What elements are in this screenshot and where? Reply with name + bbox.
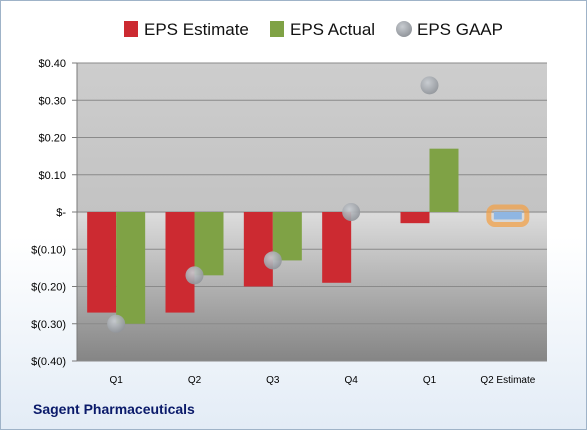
y-tick-label: $(0.30) <box>31 319 66 331</box>
y-tick-label: $0.10 <box>38 170 66 182</box>
estimate-bar <box>322 212 352 283</box>
x-axis: Q1 Q2 Q3 Q4 Q1 Q2 Estimate <box>109 375 535 386</box>
x-tick-label: Q1 <box>423 375 437 386</box>
y-tick-label: $0.20 <box>38 133 66 145</box>
x-tick-label: Q4 <box>344 375 358 386</box>
y-tick-label: $(0.10) <box>31 244 66 256</box>
y-tick-label: $(0.40) <box>31 356 66 368</box>
x-tick-label: Q3 <box>266 375 280 386</box>
legend-swatch <box>270 21 284 37</box>
estimate-bar <box>165 212 195 313</box>
y-tick-label: $0.40 <box>38 58 66 70</box>
x-tick-label: Q2 Estimate <box>480 375 535 386</box>
actual-bar <box>272 212 302 261</box>
gridlines <box>77 62 547 362</box>
y-tick-label: $(0.20) <box>31 282 66 294</box>
legend-item: EPS Estimate <box>124 20 249 39</box>
forecast-bar <box>493 212 522 220</box>
y-tick-label: $0.30 <box>38 95 66 107</box>
legend-item: EPS GAAP <box>396 20 503 39</box>
legend-item: EPS Actual <box>270 20 375 39</box>
actual-bar <box>194 212 224 276</box>
legend-label: EPS GAAP <box>417 20 503 39</box>
gaap-point <box>342 203 361 221</box>
legend-swatch <box>124 21 138 37</box>
legend: EPS Estimate EPS Actual EPS GAAP <box>124 20 503 39</box>
y-tick-label: $- <box>56 207 66 219</box>
x-tick-label: Q2 <box>188 375 202 386</box>
gaap-marks <box>107 76 439 333</box>
actual-bar <box>116 212 146 324</box>
actual-bar <box>429 148 459 212</box>
estimate-bar <box>243 212 273 287</box>
gaap-point <box>107 314 126 333</box>
legend-label: EPS Actual <box>290 20 375 39</box>
forecast-highlight <box>486 204 530 227</box>
x-tick-label: Q1 <box>109 375 123 386</box>
gaap-point <box>263 251 282 270</box>
estimate-bar <box>400 212 430 224</box>
estimate-bar <box>87 212 117 313</box>
gaap-point <box>420 76 439 95</box>
legend-swatch <box>396 21 412 37</box>
gaap-point <box>185 266 204 285</box>
legend-label: EPS Estimate <box>144 20 249 39</box>
y-axis: $0.40 $0.30 $0.20 $0.10 $- $(0.10) $(0.20) $(0.… <box>31 58 78 368</box>
company-name: Sagent Pharmaceuticals <box>33 401 195 417</box>
bar-marks <box>87 148 530 324</box>
